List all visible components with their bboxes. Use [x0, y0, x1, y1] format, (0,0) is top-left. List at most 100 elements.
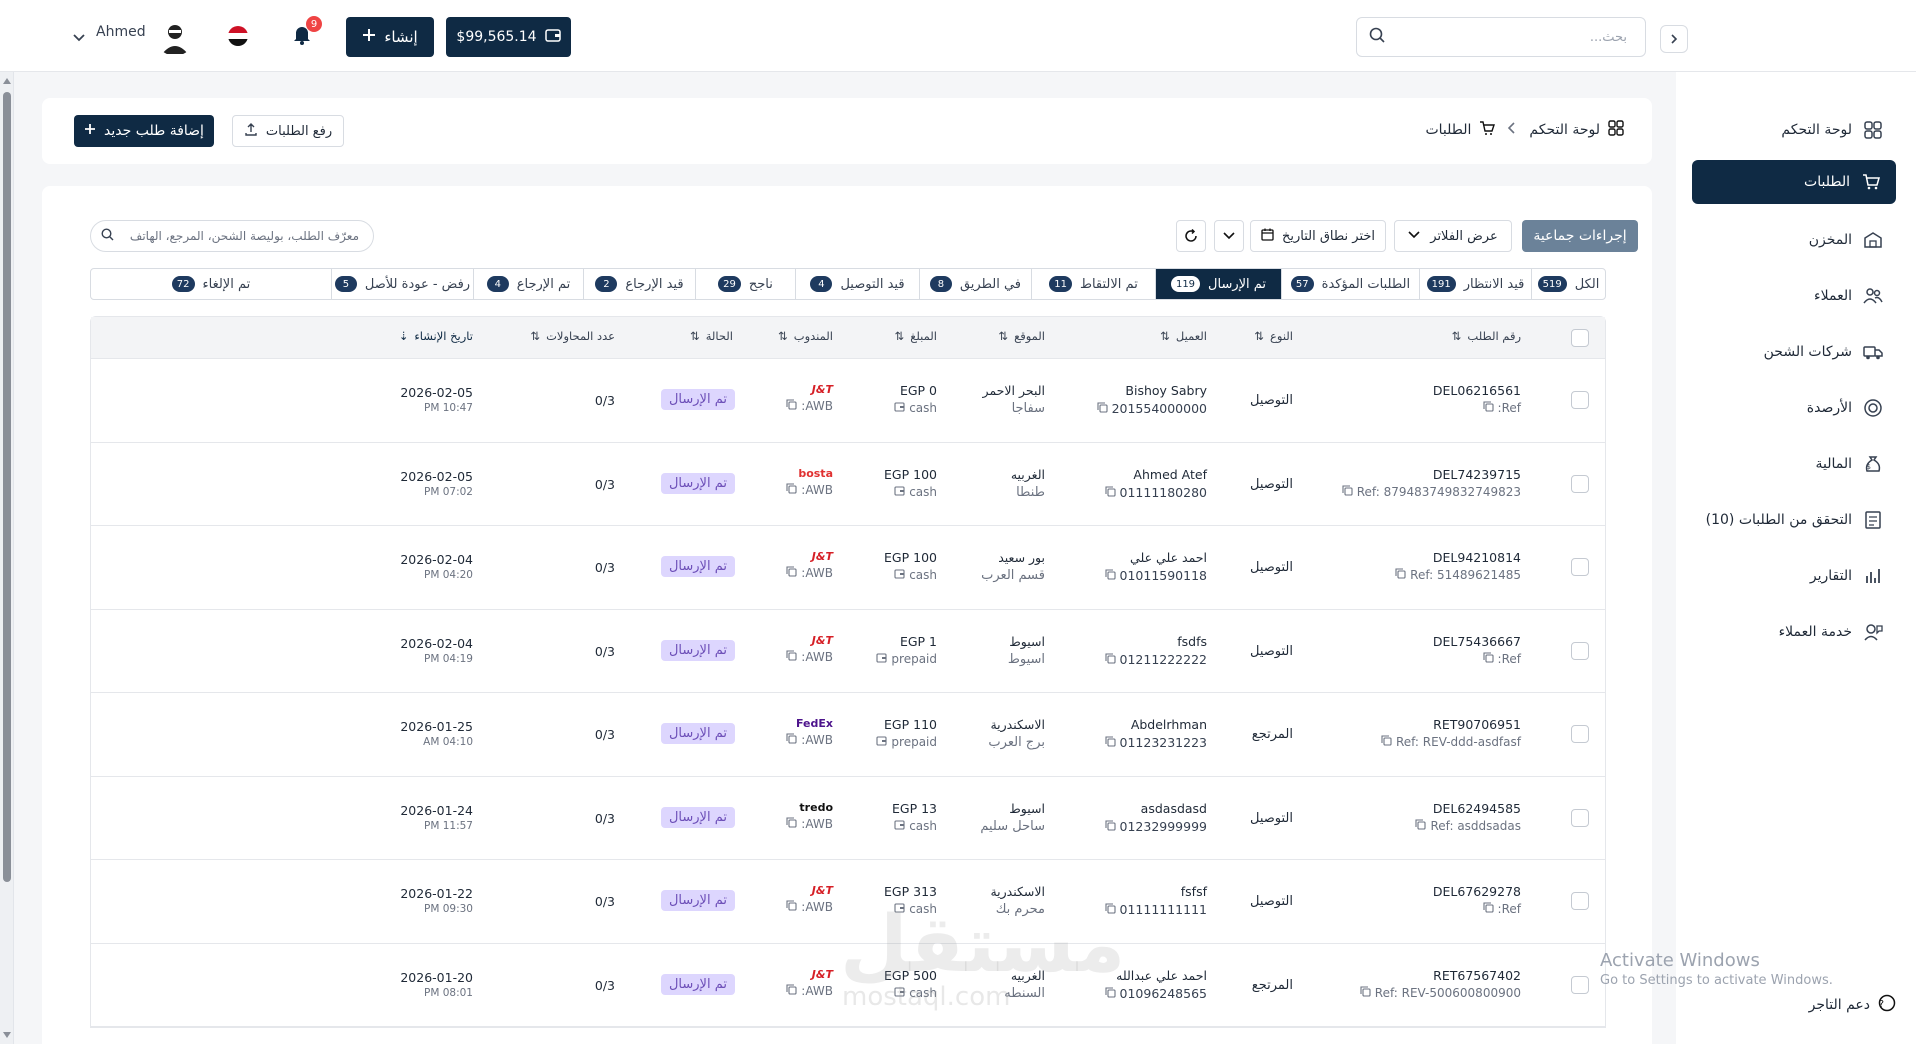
tab-rejected-rto[interactable]: رفض - عودة للأصل 5 [331, 269, 473, 299]
sidebar-item-orders[interactable]: الطلبات [1692, 160, 1896, 204]
copy-icon[interactable] [1104, 986, 1116, 1001]
row-checkbox[interactable] [1571, 558, 1589, 576]
row-checkbox[interactable] [1571, 975, 1589, 994]
table-row[interactable]: DEL06216561 Ref: التوصيل Bishoy Sabry 201554… [91, 359, 1605, 443]
table-row[interactable]: DEL74239715 Ref: 879483749832749823 التوصي… [91, 443, 1605, 526]
tab-returned[interactable]: تم الإرجاع 4 [473, 269, 583, 299]
copy-icon[interactable] [1482, 651, 1494, 666]
orders-search-input[interactable] [114, 229, 363, 243]
column-order-number[interactable]: رقم الطلب ⇅ [1451, 329, 1521, 343]
copy-icon[interactable] [1381, 735, 1392, 749]
tab-pending[interactable]: قيد الانتظار 191 [1419, 269, 1531, 299]
row-checkbox[interactable] [1571, 474, 1589, 493]
sidebar-collapse-button[interactable] [1660, 25, 1688, 53]
page-scrollbar[interactable] [0, 72, 14, 1044]
breadcrumb-root[interactable]: لوحة التحكم [1529, 122, 1600, 138]
row-checkbox[interactable] [1571, 725, 1589, 743]
scroll-down-arrow-icon[interactable] [3, 1032, 11, 1038]
copy-icon[interactable] [786, 900, 797, 914]
copy-icon[interactable] [1342, 484, 1353, 499]
copy-icon[interactable] [1395, 568, 1406, 582]
table-row[interactable]: RET67567402 Ref: REV-500600800900 المرتجع ا… [91, 944, 1605, 1027]
column-status[interactable]: الحالة ⇅ [690, 329, 733, 343]
tab-cancelled[interactable]: تم الإلغاء 72 [91, 269, 331, 299]
copy-icon[interactable] [786, 566, 797, 580]
merchant-support-link[interactable]: ? دعم التاجر [1809, 994, 1896, 1016]
table-row[interactable]: DEL94210814 Ref: 51489621485 التوصيل احمد ع… [91, 526, 1605, 610]
copy-icon[interactable] [786, 983, 797, 998]
copy-icon[interactable] [1104, 652, 1116, 667]
date-range-button[interactable]: اختر نطاق التاريخ [1250, 220, 1386, 252]
sidebar-item-verify-orders[interactable]: التحقق من الطلبات (10) [1706, 498, 1884, 542]
order-number[interactable]: DEL75436667 [1432, 633, 1521, 649]
sidebar-item-balances[interactable]: الأرصدة [1807, 386, 1884, 430]
sidebar-item-customers[interactable]: العملاء [1814, 274, 1884, 318]
refresh-button[interactable] [1176, 220, 1206, 252]
copy-icon[interactable] [1097, 401, 1108, 416]
orders-search[interactable] [90, 220, 374, 252]
row-checkbox[interactable] [1571, 641, 1589, 660]
copy-icon[interactable] [1104, 819, 1116, 834]
copy-icon[interactable] [786, 733, 797, 747]
column-customer[interactable]: العميل ⇅ [1160, 329, 1207, 343]
row-checkbox[interactable] [1571, 391, 1589, 409]
copy-icon[interactable] [1360, 985, 1371, 1000]
column-amount[interactable]: المبلغ ⇅ [894, 329, 937, 343]
copy-icon[interactable] [786, 649, 797, 664]
copy-icon[interactable] [786, 816, 797, 831]
tab-returning[interactable]: قيد الإرجاع 2 [583, 269, 695, 299]
table-row[interactable]: DEL75436667 Ref: التوصيل fsdfs 01211222222 اس… [91, 610, 1605, 693]
upload-orders-button[interactable]: رفع الطلبات [232, 115, 344, 147]
scroll-up-arrow-icon[interactable] [3, 78, 11, 84]
order-number[interactable]: DEL94210814 [1432, 550, 1521, 565]
order-number[interactable]: DEL74239715 [1432, 466, 1521, 482]
sidebar-item-reports[interactable]: التقارير [1810, 554, 1884, 598]
copy-icon[interactable] [1104, 568, 1116, 583]
select-all-checkbox[interactable] [1571, 329, 1589, 347]
copy-icon[interactable] [786, 399, 797, 413]
global-search[interactable] [1356, 17, 1646, 57]
tab-sent[interactable]: تم الإرسال 119 [1155, 269, 1281, 299]
balance-button[interactable]: $99,565.14 [446, 17, 571, 57]
avatar[interactable] [155, 18, 194, 56]
show-filters-button[interactable]: عرض الفلاتر [1394, 220, 1512, 252]
copy-icon[interactable] [1482, 401, 1494, 415]
column-location[interactable]: الموقع ⇅ [998, 329, 1045, 343]
date-range-dropdown[interactable] [1214, 220, 1244, 252]
copy-icon[interactable] [1104, 735, 1116, 750]
tab-all[interactable]: الكل 519 [1531, 269, 1605, 299]
order-number[interactable]: RET90706951 [1433, 717, 1521, 732]
order-number[interactable]: DEL06216561 [1432, 383, 1521, 398]
copy-icon[interactable] [1415, 818, 1427, 833]
bulk-actions-button[interactable]: إجراءات جماعية [1522, 220, 1638, 252]
sidebar-item-finance[interactable]: $ المالية [1815, 442, 1884, 486]
table-row[interactable]: DEL67629278 Ref: التوصيل fsfsf 01111111111 ال… [91, 860, 1605, 944]
chevron-down-icon[interactable] [72, 30, 86, 44]
column-type[interactable]: النوع ⇅ [1254, 329, 1293, 343]
table-row[interactable]: RET90706951 Ref: REV-ddd-asdfasf المرتجع Ab… [91, 693, 1605, 777]
sidebar-item-customer-service[interactable]: خدمة العملاء [1779, 610, 1884, 654]
copy-icon[interactable] [1104, 902, 1116, 917]
tab-out-for-delivery[interactable]: قيد التوصيل 4 [795, 269, 919, 299]
scrollbar-thumb[interactable] [3, 92, 11, 882]
search-input[interactable] [1385, 29, 1633, 45]
table-row[interactable]: DEL62494585 Ref: asddsadas التوصيل asdasdas… [91, 777, 1605, 860]
column-courier[interactable]: المندوب ⇅ [778, 329, 833, 343]
copy-icon[interactable] [1482, 902, 1494, 916]
sidebar-item-carriers[interactable]: شركات الشحن [1764, 330, 1884, 374]
column-created-date[interactable]: تاريخ الإنشاء ⇣ [398, 329, 473, 343]
copy-icon[interactable] [1104, 485, 1116, 500]
sidebar-item-dashboard[interactable]: لوحة التحكم [1781, 108, 1884, 152]
row-checkbox[interactable] [1571, 808, 1589, 827]
column-attempts[interactable]: عدد المحاولات ⇅ [530, 329, 615, 343]
tab-picked-up[interactable]: تم الالتقاط 11 [1031, 269, 1155, 299]
tab-successful[interactable]: ناجح 29 [695, 269, 795, 299]
bell-icon[interactable] [290, 22, 314, 46]
tab-in-transit[interactable]: في الطريق 8 [919, 269, 1031, 299]
tab-confirmed[interactable]: الطلبات المؤكدة 57 [1281, 269, 1419, 299]
user-menu[interactable]: Ahmed [72, 18, 194, 56]
order-number[interactable]: DEL67629278 [1432, 884, 1521, 899]
add-order-button[interactable]: إضافة طلب جديد [74, 115, 214, 147]
egypt-flag-icon[interactable] [228, 26, 248, 46]
sidebar-item-warehouse[interactable]: المخزن [1809, 218, 1884, 262]
